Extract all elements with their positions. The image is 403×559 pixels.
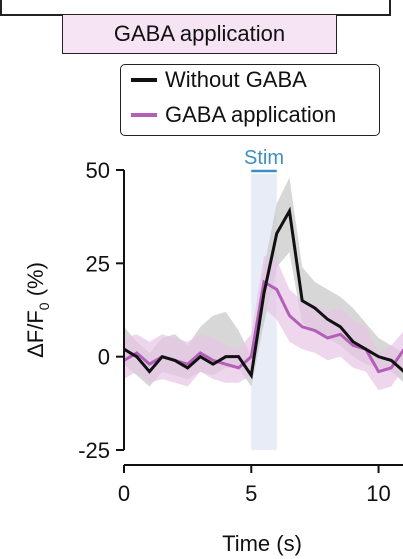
error-band-gaba-application (124, 255, 403, 391)
x-tick-label: 0 (118, 481, 130, 506)
legend-swatch-without-gaba (131, 78, 157, 82)
stim-label: Stim (244, 147, 284, 169)
y-axis-label-subscript: 0 (36, 302, 52, 310)
legend-item-gaba-application: GABA application (131, 102, 336, 128)
legend-label-without-gaba: Without GABA (165, 67, 307, 92)
y-tick-label: 0 (98, 345, 110, 370)
legend-swatch-gaba-application (131, 113, 157, 117)
y-axis-label: ΔF/F0 (%) (23, 262, 52, 358)
y-axis-label-unit: (%) (23, 262, 48, 302)
x-axis-label: Time (s) (222, 531, 302, 556)
series-line-without-gaba (123, 206, 403, 380)
y-axis-label-main: ΔF/F (23, 310, 48, 358)
legend-label-gaba-application: GABA application (165, 102, 337, 127)
condition-label-box: GABA application (62, 14, 337, 54)
condition-label: GABA application (113, 21, 286, 46)
y-tick-label: -25 (78, 438, 110, 463)
y-tick-label: 25 (86, 251, 110, 276)
y-tick-label: 50 (86, 158, 110, 183)
x-tick-label: 5 (245, 481, 257, 506)
legend: Without GABA GABA application (120, 64, 380, 136)
legend-item-without-gaba: Without GABA (131, 67, 307, 93)
x-tick-label: 10 (366, 481, 390, 506)
